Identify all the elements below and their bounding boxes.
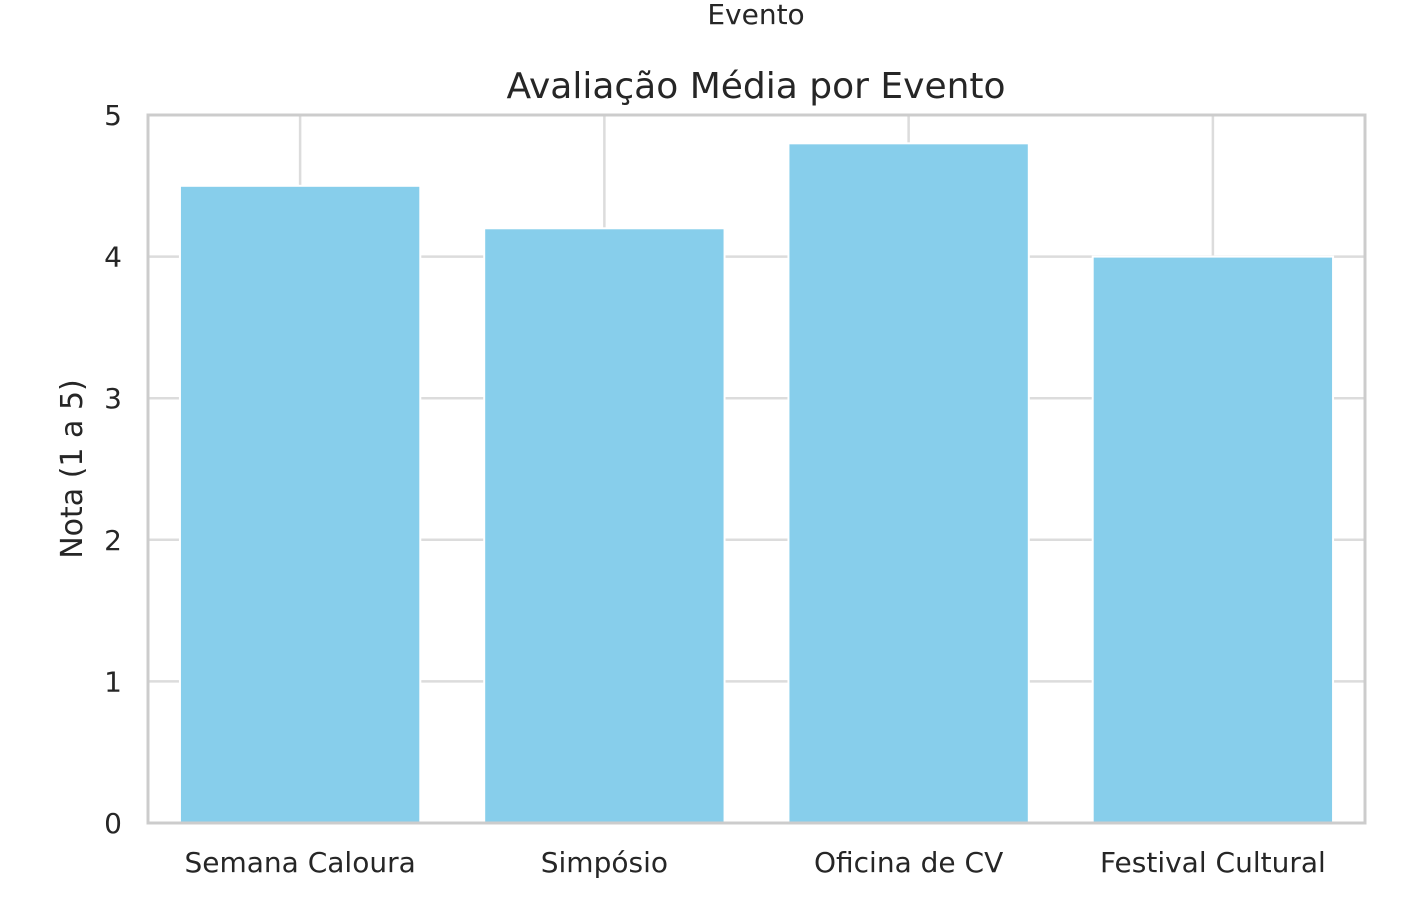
chart-title: Avaliação Média por Evento [506,66,1005,107]
x-tick-label: Simpósio [541,846,668,879]
y-tick-label: 3 [104,382,122,415]
bar [178,184,422,825]
x-tick-label: Semana Caloura [184,846,415,879]
plot-border [146,113,1367,825]
y-tick-label: 4 [104,241,122,274]
y-axis-label: Nota (1 a 5) [55,379,90,559]
y-tick-label: 0 [104,807,122,840]
plot-frame [146,113,1367,825]
x-tick-label: Oficina de CV [814,846,1003,879]
bars [178,142,1335,825]
y-tick-label: 2 [104,524,122,557]
x-axis-label: Evento [707,0,804,31]
bar [1091,255,1335,825]
y-tick-labels: 0 1 2 3 4 5 [104,99,122,840]
y-tick-label: 1 [104,665,122,698]
y-tick-label: 5 [104,99,122,132]
x-tick-label: Festival Cultural [1100,846,1326,879]
bar [787,142,1030,824]
bar [483,227,726,824]
x-tick-labels: Semana Caloura Simpósio Oficina de CV Festi… [184,846,1325,879]
